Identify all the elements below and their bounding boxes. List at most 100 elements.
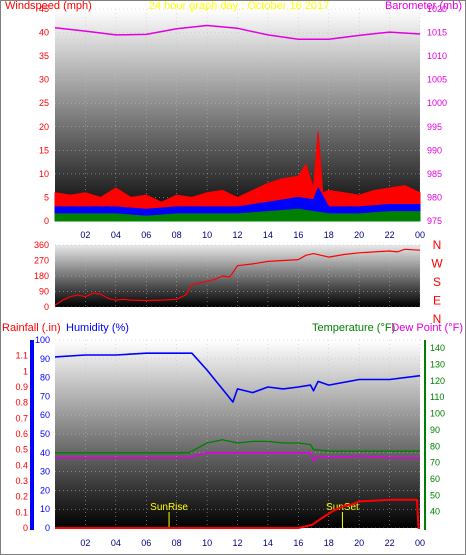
- wind-low-area: [54, 208, 421, 222]
- x-axis-1: 02 04 06 08 10 12 14 16 18 20 22 00: [80, 230, 425, 240]
- x-tick-label: 14: [263, 538, 273, 548]
- barometer-axis-label: Barometer (mb): [385, 0, 462, 12]
- chart-title: 24 hour graph day : October 16 2017: [149, 0, 329, 12]
- temperature-tick-label: 40: [430, 507, 440, 517]
- x-tick-label: 00: [415, 538, 425, 548]
- temperature-axis: 40 50 60 70 80 90 100 110 120 130 140: [430, 343, 445, 516]
- x-tick-label: 16: [293, 538, 303, 548]
- x-tick-label: 04: [111, 538, 121, 548]
- rainfall-tick-label: 0.5: [15, 445, 28, 455]
- temperature-axis-bar: [424, 340, 426, 530]
- rainfall-axis: 0 0.1 0.2 0.3 0.4 0.5 0.6 0.7 0.8 0.9 1 1.1: [15, 351, 28, 533]
- direction-series: [54, 248, 421, 306]
- humidity-axis-label: Humidity (%): [66, 322, 129, 334]
- humidity-tick-label: 50: [40, 429, 50, 439]
- compass-label: S: [433, 275, 441, 289]
- sun-marker-label: SunRise: [150, 502, 188, 513]
- x-tick-label: 06: [141, 538, 151, 548]
- rainfall-tick-label: 0.2: [15, 492, 28, 502]
- x-tick-label: 20: [354, 230, 364, 240]
- humidity-tick-label: 10: [40, 504, 50, 514]
- direction-axis: 0 90 180 270 360: [34, 240, 49, 312]
- rainfall-tick-label: 0: [23, 523, 28, 533]
- windspeed-tick-label: 15: [39, 145, 49, 155]
- windspeed-tick-label: 35: [39, 51, 49, 61]
- wind-direction-line: [54, 248, 421, 306]
- rainfall-axis-bar: [30, 340, 34, 530]
- humidity-tick-label: 90: [40, 354, 50, 364]
- barometer-tick-label: 990: [427, 145, 442, 155]
- x-tick-label: 10: [202, 538, 212, 548]
- wind-series: [54, 24, 421, 222]
- dewpoint-axis-label: Dew Point (°F): [391, 322, 463, 334]
- dewpoint-line: [55, 451, 420, 462]
- humidity-axis: 0 10 20 30 40 50 60 70 80 90 100: [35, 335, 50, 533]
- temperature-axis-label: Temperature (°F): [312, 322, 395, 334]
- temperature-tick-label: 140: [430, 343, 445, 353]
- windspeed-axis-label: Windspeed (mph): [5, 0, 92, 12]
- grid-2: [55, 244, 421, 308]
- wind-average-area: [54, 186, 421, 222]
- x-tick-label: 18: [324, 230, 334, 240]
- humidity-tick-label: 40: [40, 448, 50, 458]
- climate-series: [54, 352, 421, 529]
- rain-humidity-temperature-chart: 0 0.1 0.2 0.3 0.4 0.5 0.6 0.7 0.8 0.9 1 1.1 0 10 20 30…: [2, 322, 463, 548]
- temperature-tick-label: 120: [430, 376, 445, 386]
- windspeed-tick-label: 30: [39, 75, 49, 85]
- barometer-tick-label: 1020: [427, 4, 447, 14]
- rainfall-tick-label: 0.4: [15, 460, 28, 470]
- rainfall-tick-label: 0.6: [15, 429, 28, 439]
- x-tick-label: 08: [172, 230, 182, 240]
- windspeed-tick-label: 0: [44, 216, 49, 226]
- x-tick-label: 00: [415, 230, 425, 240]
- windspeed-axis: 0 5 10 15 20 25 30 35 40 45: [39, 4, 49, 226]
- temperature-tick-label: 70: [430, 458, 440, 468]
- barometer-tick-label: 1015: [427, 28, 447, 38]
- direction-tick-label: 0: [44, 302, 49, 312]
- direction-tick-label: 180: [34, 271, 49, 281]
- x-tick-label: 12: [232, 538, 242, 548]
- rainfall-tick-label: 0.7: [15, 413, 28, 423]
- temperature-tick-label: 80: [430, 441, 440, 451]
- windspeed-tick-label: 5: [44, 192, 49, 202]
- humidity-tick-label: 70: [40, 391, 50, 401]
- compass-label: E: [433, 294, 441, 308]
- humidity-line: [54, 352, 421, 403]
- rainfall-axis-label: Rainfall (.in): [2, 322, 61, 334]
- barometer-tick-label: 1000: [427, 98, 447, 108]
- direction-tick-label: 360: [34, 240, 49, 250]
- x-tick-label: 22: [385, 230, 395, 240]
- barometer-axis: 975 980 985 990 995 1000 1005 1010 1015 1020: [427, 4, 447, 226]
- temperature-tick-label: 50: [430, 490, 440, 500]
- windspeed-tick-label: 10: [39, 169, 49, 179]
- x-tick-label: 06: [141, 230, 151, 240]
- windspeed-tick-label: 40: [39, 28, 49, 38]
- barometer-line: [54, 24, 421, 40]
- compass-label: W: [431, 257, 443, 271]
- direction-tick-label: 270: [34, 256, 49, 266]
- direction-tick-label: 90: [39, 287, 49, 297]
- x-tick-label: 16: [293, 230, 303, 240]
- grid-3: [55, 339, 421, 529]
- barometer-tick-label: 1005: [427, 75, 447, 85]
- wind-gust-area: [54, 131, 421, 222]
- rainfall-tick-label: 0.3: [15, 476, 28, 486]
- humidity-tick-label: 60: [40, 410, 50, 420]
- x-tick-label: 18: [324, 538, 334, 548]
- temperature-tick-label: 130: [430, 360, 445, 370]
- rainfall-tick-label: 0.1: [15, 507, 28, 517]
- humidity-tick-label: 30: [40, 467, 50, 477]
- windspeed-tick-label: 45: [39, 4, 49, 14]
- rainfall-tick-label: 0.9: [15, 382, 28, 392]
- x-tick-label: 20: [354, 538, 364, 548]
- temperature-tick-label: 60: [430, 474, 440, 484]
- windspeed-tick-label: 20: [39, 122, 49, 132]
- barometer-tick-label: 995: [427, 122, 442, 132]
- temperature-tick-label: 90: [430, 425, 440, 435]
- windspeed-tick-label: 25: [39, 98, 49, 108]
- x-tick-label: 14: [263, 230, 273, 240]
- x-tick-label: 04: [111, 230, 121, 240]
